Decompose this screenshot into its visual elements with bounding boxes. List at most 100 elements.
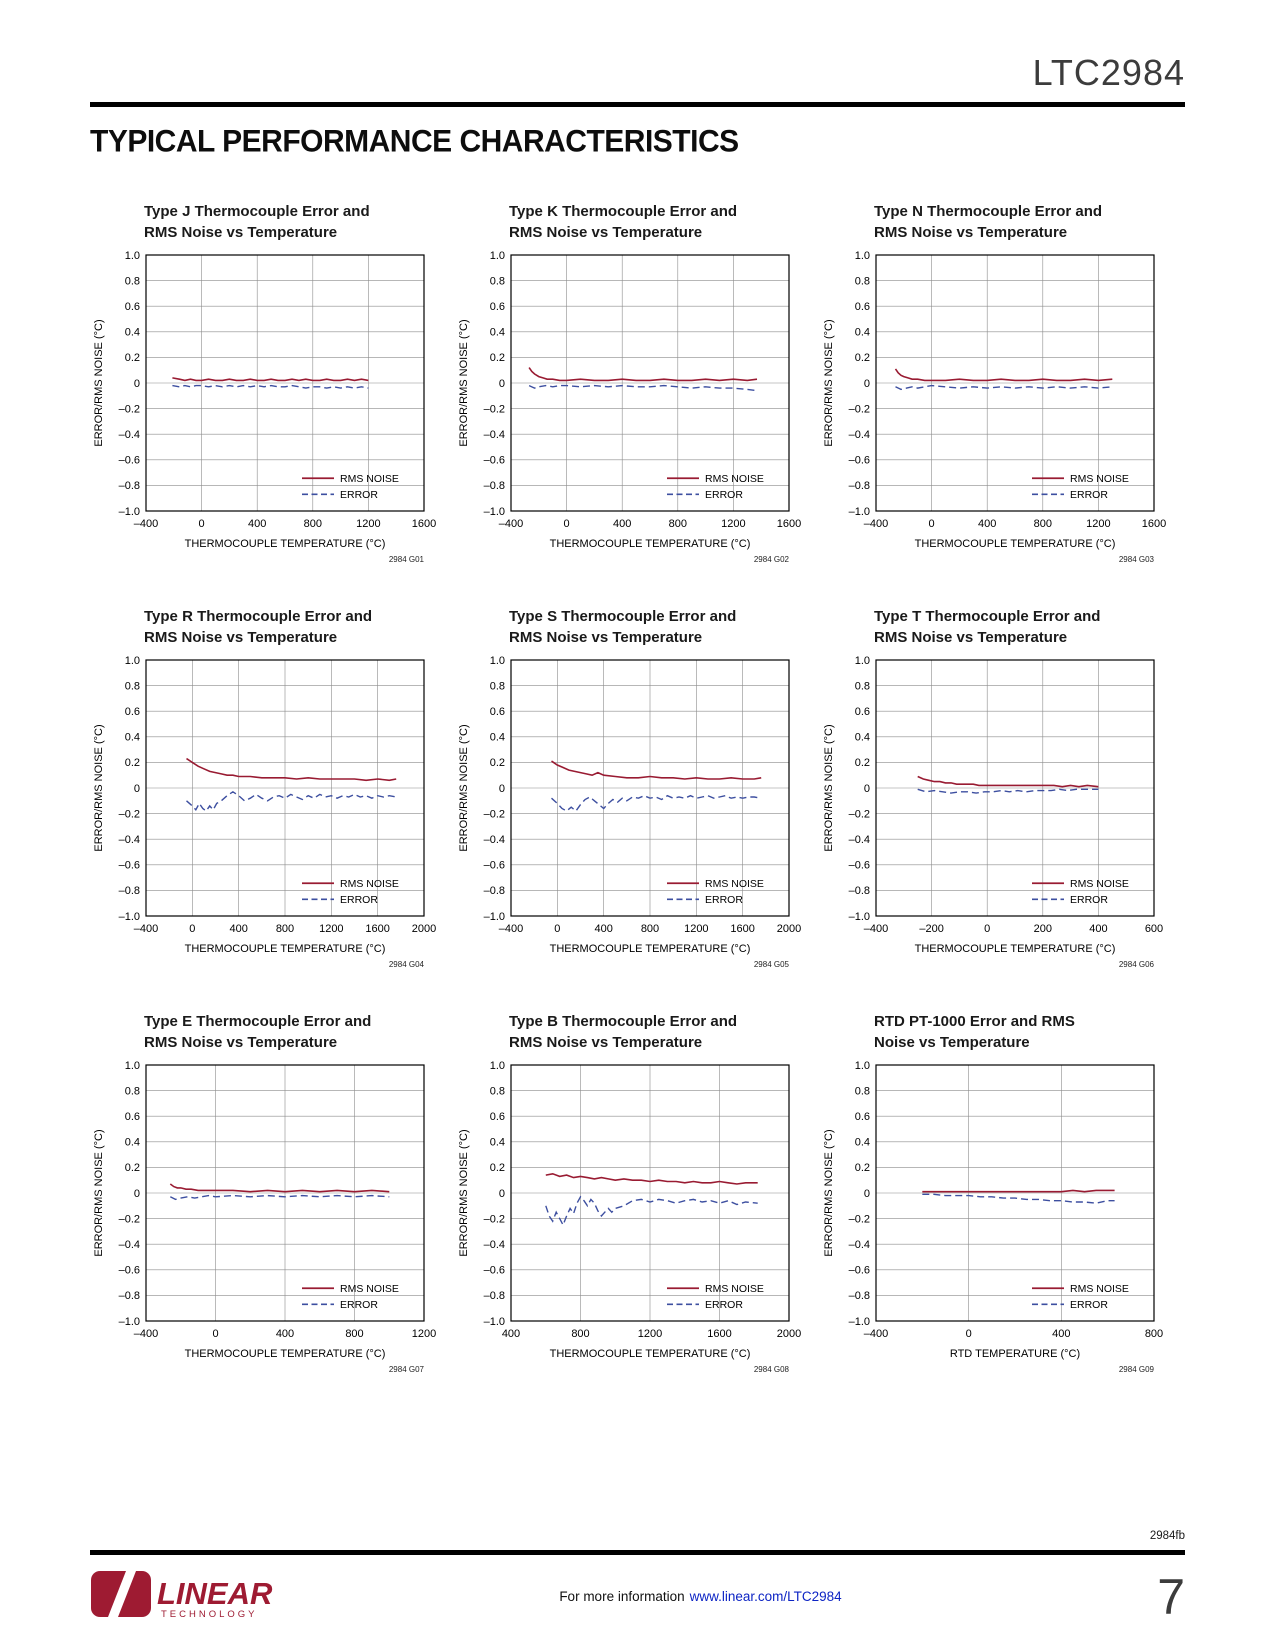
svg-text:0.4: 0.4	[855, 327, 870, 339]
svg-text:0.2: 0.2	[125, 1162, 140, 1174]
svg-text:1.0: 1.0	[855, 655, 870, 667]
svg-text:0.8: 0.8	[490, 1085, 505, 1097]
plot-frame	[510, 659, 790, 917]
svg-text:0.6: 0.6	[855, 301, 870, 313]
svg-text:0.4: 0.4	[855, 1137, 870, 1149]
svg-text:0: 0	[499, 378, 505, 390]
svg-text:–400: –400	[134, 518, 158, 530]
grid-lines	[511, 660, 789, 916]
plot-frame	[875, 254, 1155, 512]
svg-text:0.8: 0.8	[125, 1085, 140, 1097]
svg-text:1600: 1600	[412, 518, 436, 530]
svg-text:800: 800	[276, 923, 294, 935]
error-line	[528, 384, 758, 392]
svg-text:1200: 1200	[412, 1328, 436, 1340]
svg-text:–0.6: –0.6	[484, 1265, 505, 1277]
x-tick-labels: –400 0 400 800 1200 1600 2000	[134, 923, 436, 935]
legend-label: ERROR	[1070, 1299, 1108, 1311]
svg-text:–400: –400	[864, 518, 888, 530]
svg-text:0.2: 0.2	[855, 352, 870, 364]
legend-label: ERROR	[705, 1299, 743, 1311]
svg-text:800: 800	[641, 923, 659, 935]
svg-text:1200: 1200	[356, 518, 380, 530]
svg-text:0.4: 0.4	[855, 732, 870, 744]
svg-text:1.0: 1.0	[125, 655, 140, 667]
x-tick-labels: –400 0 400 800 1200 1600	[499, 518, 801, 530]
svg-text:–0.6: –0.6	[484, 455, 505, 467]
y-tick-labels: 1.0 0.8 0.6 0.4 0.2 0 –0.2 –0.4 –0.6 –0.8 –1.0	[119, 655, 140, 923]
svg-text:800: 800	[304, 518, 322, 530]
svg-text:–1.0: –1.0	[119, 506, 140, 518]
svg-text:0.2: 0.2	[125, 757, 140, 769]
footer-link[interactable]: www.linear.com/LTC2984	[689, 1589, 842, 1604]
svg-text:–0.2: –0.2	[484, 403, 505, 415]
chart-code: 2984 G09	[1119, 1365, 1155, 1374]
chart-code: 2984 G07	[389, 1365, 425, 1374]
legend-label: RMS NOISE	[340, 878, 399, 890]
svg-text:0.6: 0.6	[490, 706, 505, 718]
svg-text:0.4: 0.4	[125, 732, 140, 744]
plot-frame	[145, 254, 425, 512]
legend-label: ERROR	[340, 489, 378, 501]
x-axis-label: THERMOCOUPLE TEMPERATURE (°C)	[185, 1348, 386, 1360]
svg-text:0.2: 0.2	[490, 1162, 505, 1174]
footer-info-text: For more information	[559, 1589, 685, 1604]
grid-lines	[876, 660, 1154, 916]
x-tick-labels: –400 0 400 800 1200 1600	[864, 518, 1166, 530]
x-axis-label: RTD TEMPERATURE (°C)	[950, 1348, 1080, 1360]
grid-lines	[511, 255, 789, 511]
revision-code: 2984fb	[1149, 1530, 1185, 1542]
chart-title-line2: RMS Noise vs Temperature	[874, 224, 1068, 241]
error-line	[545, 1195, 758, 1227]
lt-logo-slash	[108, 1571, 136, 1617]
y-axis-label: ERROR/RMS NOISE (°C)	[93, 724, 105, 851]
legend-label: RMS NOISE	[705, 1283, 764, 1295]
svg-text:2000: 2000	[777, 923, 801, 935]
y-axis-label: ERROR/RMS NOISE (°C)	[458, 724, 470, 851]
x-tick-labels: –400 0 400 800 1200 1600 2000	[499, 923, 801, 935]
error-line	[895, 384, 1113, 391]
svg-text:0.2: 0.2	[490, 757, 505, 769]
svg-text:0.6: 0.6	[125, 706, 140, 718]
chart-title-line1: Type N Thermocouple Error and	[874, 203, 1103, 220]
svg-text:–0.2: –0.2	[119, 403, 140, 415]
rms-noise-line	[922, 1189, 1115, 1193]
error-line	[169, 1194, 390, 1201]
chart: Type K Thermocouple Error and RMS Noise …	[455, 201, 820, 578]
svg-text:1600: 1600	[707, 1328, 731, 1340]
svg-text:0.4: 0.4	[125, 1137, 140, 1149]
svg-text:1600: 1600	[730, 923, 754, 935]
svg-text:0.6: 0.6	[125, 301, 140, 313]
x-tick-labels: –400 0 400 800 1200 1600	[134, 518, 436, 530]
svg-text:0.8: 0.8	[490, 680, 505, 692]
svg-text:0: 0	[499, 1188, 505, 1200]
chart-title-line2: RMS Noise vs Temperature	[144, 629, 338, 646]
chart-title: Type B Thermocouple Error and RMS Noise …	[509, 1011, 820, 1053]
svg-text:0: 0	[864, 378, 870, 390]
svg-text:0.4: 0.4	[490, 327, 505, 339]
chart: RTD PT-1000 Error and RMS Noise vs Tempe…	[820, 1011, 1185, 1388]
y-axis-label: ERROR/RMS NOISE (°C)	[458, 1129, 470, 1256]
linear-technology-logo: LINEAR TECHNOLOGY	[90, 1567, 280, 1626]
svg-text:1200: 1200	[1086, 518, 1110, 530]
rms-noise-line	[545, 1172, 758, 1185]
x-axis-label: THERMOCOUPLE TEMPERATURE (°C)	[550, 538, 751, 550]
chart-title-line1: Type R Thermocouple Error and	[144, 608, 373, 625]
chart-title-line1: Type S Thermocouple Error and	[509, 608, 737, 625]
svg-text:0: 0	[189, 923, 195, 935]
plot-frame	[145, 1064, 425, 1322]
chart-plot: 1.0 0.8 0.6 0.4 0.2 0 –0.2 –0.4 –0.6 –0.8 –1.0–400…	[93, 250, 436, 564]
x-axis-label: THERMOCOUPLE TEMPERATURE (°C)	[550, 943, 751, 955]
legend-label: RMS NOISE	[705, 878, 764, 890]
legend: RMS NOISE ERROR	[667, 473, 764, 501]
svg-text:400: 400	[1089, 923, 1107, 935]
svg-text:0.8: 0.8	[855, 275, 870, 287]
svg-text:1200: 1200	[638, 1328, 662, 1340]
svg-text:0.8: 0.8	[855, 680, 870, 692]
svg-text:–400: –400	[499, 518, 523, 530]
svg-text:0: 0	[966, 1328, 972, 1340]
svg-text:–0.4: –0.4	[484, 834, 505, 846]
chart-code: 2984 G04	[389, 960, 425, 969]
svg-text:0: 0	[864, 1188, 870, 1200]
